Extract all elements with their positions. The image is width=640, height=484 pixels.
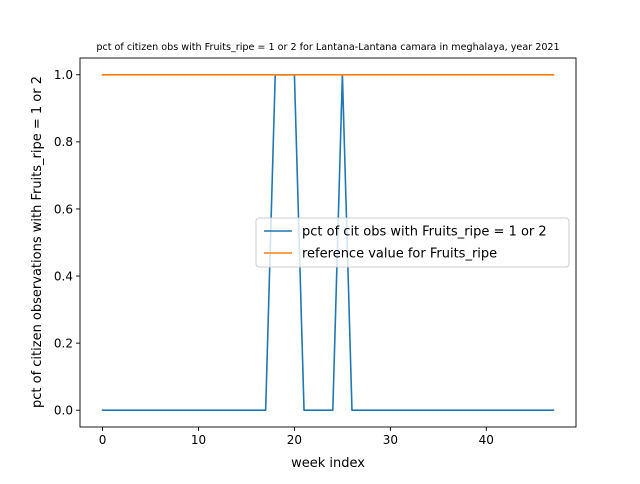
series-line-1 [101,73,555,412]
x-tick-label: 30 [383,433,398,447]
y-tick-label: 0.6 [54,202,73,216]
legend-label-1: pct of cit obs with Fruits_ripe = 1 or 2 [302,225,547,240]
x-axis-label: week index [291,456,365,471]
x-tick-label: 0 [99,433,107,447]
x-tick-label: 10 [191,433,206,447]
legend-label-2: reference value for Fruits_ripe [302,247,497,262]
y-tick-label: 1.0 [54,68,73,82]
chart-title: pct of citizen obs with Fruits_ripe = 1 … [96,42,559,53]
x-tick-label: 20 [287,433,302,447]
y-tick-label: 0.0 [54,404,73,418]
axes-frame [79,57,577,428]
y-tick-label: 0.2 [54,336,73,350]
y-tick-label: 0.8 [54,135,73,149]
y-tick-label: 0.4 [54,269,73,283]
legend-box [255,217,570,268]
x-tick-label: 40 [479,433,494,447]
y-axis-label: pct of citizen observations with Fruits_… [30,76,45,408]
legend: pct of cit obs with Fruits_ripe = 1 or 2… [255,217,570,268]
